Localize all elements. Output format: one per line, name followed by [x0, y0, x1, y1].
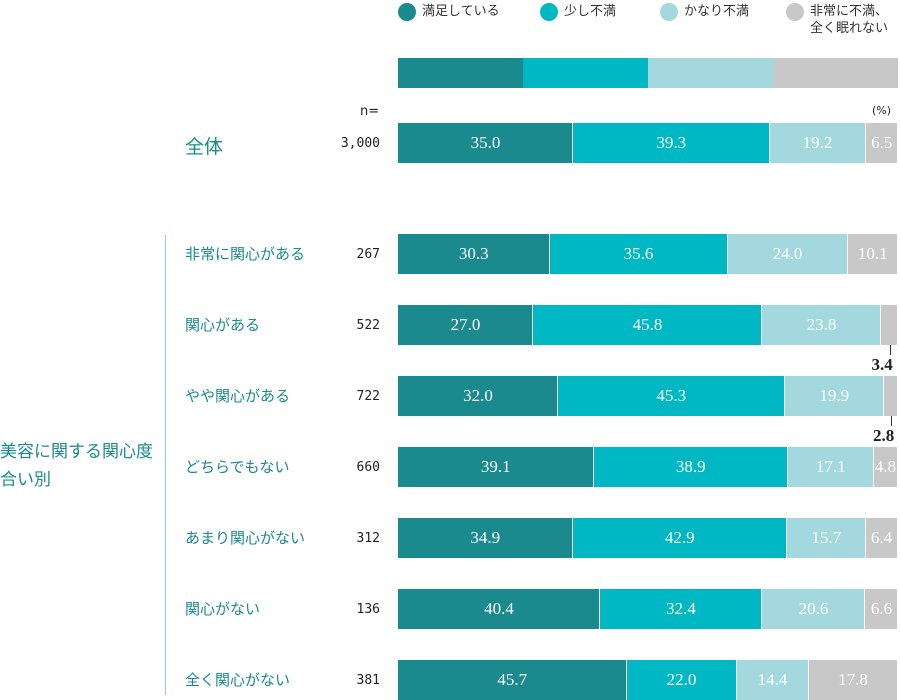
- category-label: どちらでもない: [185, 458, 290, 476]
- category-label: やや関心がある: [185, 387, 291, 405]
- bar-segment: [881, 305, 898, 345]
- value-label: 2.8: [873, 426, 895, 445]
- legend-marker: [540, 3, 558, 21]
- category-label: 関心がない: [185, 600, 261, 618]
- value-label: 22.0: [666, 670, 697, 689]
- value-label: 38.9: [675, 457, 706, 476]
- category-label: あまり関心がない: [185, 529, 306, 547]
- sample-size: 381: [356, 673, 380, 688]
- legend-marker: [660, 3, 678, 21]
- bar-segment: [398, 123, 573, 163]
- bar-segment: [398, 234, 550, 274]
- bar-segment: [533, 305, 762, 345]
- bar-segment: [398, 376, 558, 416]
- value-label: 19.2: [802, 133, 833, 152]
- bar-segment: [626, 660, 737, 700]
- value-label: 34.9: [470, 528, 501, 547]
- value-label: 6.6: [870, 599, 893, 618]
- legend-marker: [398, 3, 416, 21]
- bar-segment: [762, 589, 865, 629]
- value-label: 32.0: [463, 386, 493, 405]
- category-label: 非常に関心がある: [185, 245, 306, 263]
- bar-segment: [865, 518, 898, 558]
- category-label: 関心がある: [185, 316, 261, 334]
- bar-segment: [808, 660, 898, 700]
- value-label: 35.0: [470, 133, 501, 152]
- bar-segment: [865, 589, 898, 629]
- value-label: 19.9: [819, 386, 850, 405]
- value-label: 4.8: [874, 457, 897, 476]
- group-label: 美容に関する関心度合い別: [0, 442, 153, 490]
- bar-segment: [572, 518, 787, 558]
- value-label: 14.4: [757, 670, 788, 689]
- legend-bar: [398, 58, 523, 88]
- category-label: 全く関心がない: [185, 671, 291, 689]
- bar-segment: [398, 447, 594, 487]
- value-label: 27.0: [450, 315, 481, 334]
- value-label: 10.1: [857, 244, 888, 263]
- value-label: 39.3: [656, 133, 687, 152]
- bar-segment: [847, 234, 898, 274]
- value-label: 39.1: [480, 457, 511, 476]
- bar-segment: [398, 589, 600, 629]
- legend-label: かなり不満: [684, 4, 750, 19]
- value-label: 17.8: [838, 670, 868, 689]
- sample-size: 522: [356, 318, 380, 333]
- value-label: 45.7: [497, 670, 528, 689]
- sample-size: 267: [356, 247, 380, 262]
- legend-marker: [786, 3, 804, 21]
- value-label: 32.4: [666, 599, 696, 618]
- bar-segment: [873, 447, 898, 487]
- bar-segment: [884, 376, 898, 416]
- unit-label: (%): [872, 104, 892, 117]
- value-label: 17.1: [815, 457, 846, 476]
- legend-label: 非常に不満、 全く眠れない: [810, 4, 889, 36]
- bar-segment: [727, 234, 848, 274]
- value-label: 6.4: [870, 528, 893, 547]
- sample-size: 660: [356, 460, 380, 475]
- label-leader: [891, 416, 892, 426]
- value-label: 45.8: [632, 315, 663, 334]
- value-label: 40.4: [484, 599, 514, 618]
- value-label: 3.4: [871, 355, 893, 374]
- n-label: n=: [360, 104, 380, 119]
- bar-segment: [549, 234, 728, 274]
- legend-bar: [648, 58, 773, 88]
- bar-segment: [736, 660, 809, 700]
- group-bracket: [165, 235, 166, 695]
- sample-size: 312: [356, 531, 380, 546]
- sample-size: 3,000: [340, 136, 380, 151]
- legend-label: 少し不満: [564, 4, 617, 19]
- value-label: 15.7: [811, 528, 842, 547]
- sample-size: 722: [356, 389, 380, 404]
- bar-segment: [784, 376, 884, 416]
- legend-bar: [523, 58, 648, 88]
- legend-bar: [773, 58, 898, 88]
- bar-segment: [573, 123, 770, 163]
- bar-segment: [398, 305, 533, 345]
- bar-segment: [398, 660, 627, 700]
- sample-size: 136: [356, 602, 380, 617]
- value-label: 6.5: [871, 133, 893, 152]
- bar-segment: [600, 589, 762, 629]
- value-label: 20.6: [798, 599, 829, 618]
- bar-segment: [787, 518, 866, 558]
- bar-segment: [558, 376, 785, 416]
- bar-segment: [788, 447, 874, 487]
- bar-segment: [865, 123, 898, 163]
- label-leader: [889, 345, 891, 355]
- value-label: 42.9: [664, 528, 695, 547]
- value-label: 24.0: [772, 244, 803, 263]
- bar-segment: [769, 123, 866, 163]
- legend-label: 満足している: [422, 4, 500, 19]
- value-label: 23.8: [806, 315, 837, 334]
- bar-segment: [398, 518, 573, 558]
- bar-segment: [762, 305, 881, 345]
- value-label: 45.3: [656, 386, 687, 405]
- value-label: 35.6: [623, 244, 654, 263]
- value-label: 30.3: [458, 244, 489, 263]
- bar-segment: [593, 447, 788, 487]
- category-label: 全体: [185, 136, 224, 158]
